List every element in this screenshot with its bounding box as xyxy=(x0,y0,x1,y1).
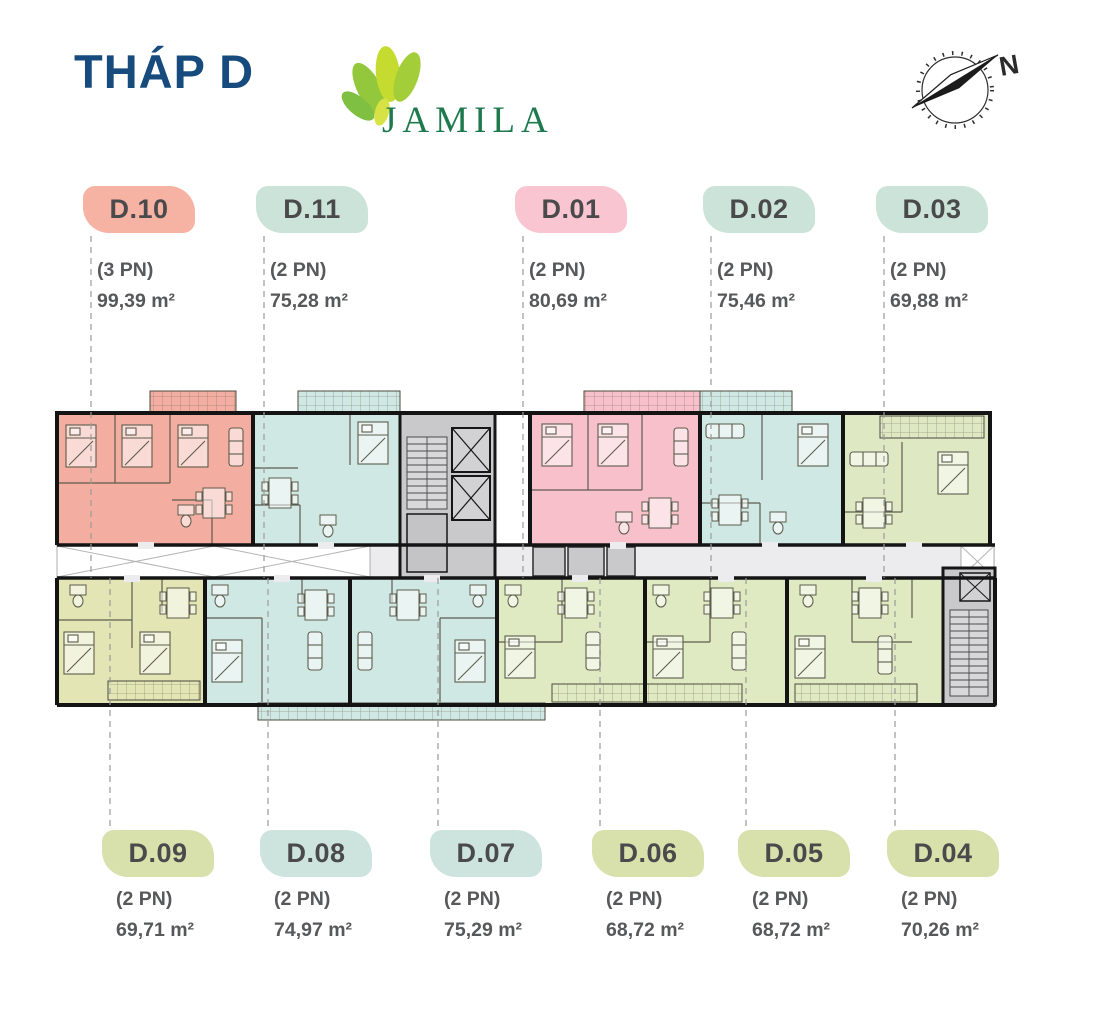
unit-label-d11: D.11 (2 PN) 75,28 m² xyxy=(256,186,456,317)
unit-bedrooms-d09: (2 PN) xyxy=(116,888,173,910)
unit-bedrooms-d08: (2 PN) xyxy=(274,888,331,910)
unit-label-d07: D.07 (2 PN) 75,29 m² xyxy=(430,830,630,946)
corridor-void-left xyxy=(56,545,371,578)
bed-icon xyxy=(541,423,573,467)
balconies xyxy=(107,390,985,721)
unit-pill-d05[interactable]: D.05 xyxy=(738,830,850,877)
sofa-icon xyxy=(849,451,889,467)
sofa-icon xyxy=(731,631,747,671)
sofa-icon xyxy=(585,631,601,671)
unit-label-d06: D.06 (2 PN) 68,72 m² xyxy=(592,830,792,946)
unit-label-d08: D.08 (2 PN) 74,97 m² xyxy=(260,830,460,946)
sofa-icon xyxy=(357,631,373,671)
unit-pill-d10[interactable]: D.10 xyxy=(83,186,195,233)
unit-bedrooms-d05: (2 PN) xyxy=(752,888,809,910)
logo-text: JAMILA xyxy=(382,100,554,141)
bed-icon xyxy=(597,423,629,467)
unit-bedrooms-d07: (2 PN) xyxy=(444,888,501,910)
bed-icon xyxy=(937,451,969,495)
bed-icon xyxy=(794,635,826,679)
right-core xyxy=(941,566,997,707)
guide-lines xyxy=(90,236,896,828)
unit-pill-d08[interactable]: D.08 xyxy=(260,830,372,877)
compass-icon: N xyxy=(911,49,1021,129)
unit-area-d10: 99,39 m² xyxy=(97,290,176,312)
bed-icon xyxy=(121,424,153,468)
logo-leaves-icon xyxy=(341,46,421,126)
bed-icon xyxy=(177,424,209,468)
unit-area-d08: 74,97 m² xyxy=(274,919,353,941)
unit-pill-d07[interactable]: D.07 xyxy=(430,830,542,877)
bed-icon xyxy=(454,639,486,683)
unit-area-d05: 68,72 m² xyxy=(752,919,831,941)
unit-label-d01: D.01 (2 PN) 80,69 m² xyxy=(515,186,715,317)
unit-label-d03: D.03 (2 PN) 69,88 m² xyxy=(876,186,1076,317)
unit-bedrooms-d03: (2 PN) xyxy=(890,259,947,281)
unit-area-d11: 75,28 m² xyxy=(270,290,349,312)
unit-area-d04: 70,26 m² xyxy=(901,919,980,941)
exterior-walls xyxy=(55,411,997,707)
unit-label-d05: D.05 (2 PN) 68,72 m² xyxy=(738,830,938,946)
unit-pill-d11[interactable]: D.11 xyxy=(256,186,368,233)
unit-bedrooms-d02: (2 PN) xyxy=(717,259,774,281)
unit-pill-d03[interactable]: D.03 xyxy=(876,186,988,233)
unit-bedrooms-d01: (2 PN) xyxy=(529,259,586,281)
jamila-logo: JAMILA xyxy=(341,46,554,141)
unit-bedrooms-d06: (2 PN) xyxy=(606,888,663,910)
unit-area-d07: 75,29 m² xyxy=(444,919,523,941)
unit-bedrooms-d11: (2 PN) xyxy=(270,259,327,281)
unit-label-d04: D.04 (2 PN) 70,26 m² xyxy=(887,830,1087,946)
sofa-icon xyxy=(877,635,893,675)
unit-pill-d01[interactable]: D.01 xyxy=(515,186,627,233)
bed-icon xyxy=(139,631,171,675)
elevator-icon xyxy=(451,427,491,521)
unit-area-d01: 80,69 m² xyxy=(529,290,608,312)
unit-area-d09: 69,71 m² xyxy=(116,919,195,941)
unit-area-d03: 69,88 m² xyxy=(890,290,969,312)
unit-bedrooms-d10: (3 PN) xyxy=(97,259,154,281)
bed-icon xyxy=(504,635,536,679)
bed-icon xyxy=(211,639,243,683)
bed-icon xyxy=(797,423,829,467)
bed-icon xyxy=(652,635,684,679)
unit-label-d09: D.09 (2 PN) 69,71 m² xyxy=(102,830,302,946)
unit-pill-d04[interactable]: D.04 xyxy=(887,830,999,877)
page-title: THÁP D xyxy=(74,45,255,98)
unit-area-d06: 68,72 m² xyxy=(606,919,685,941)
unit-label-d10: D.10 (3 PN) 99,39 m² xyxy=(83,186,283,317)
service-rooms xyxy=(532,546,636,577)
sofa-icon xyxy=(228,427,244,467)
sofa-icon xyxy=(307,631,323,671)
unit-pill-d06[interactable]: D.06 xyxy=(592,830,704,877)
unit-label-d02: D.02 (2 PN) 75,46 m² xyxy=(703,186,903,317)
unit-bedrooms-d04: (2 PN) xyxy=(901,888,958,910)
unit-pill-d09[interactable]: D.09 xyxy=(102,830,214,877)
corridor-doors xyxy=(124,542,922,582)
unit-pill-d02[interactable]: D.02 xyxy=(703,186,815,233)
bed-icon xyxy=(357,421,389,465)
sofa-icon xyxy=(673,427,689,467)
bed-icon xyxy=(63,631,95,675)
unit-area-d02: 75,46 m² xyxy=(717,290,796,312)
